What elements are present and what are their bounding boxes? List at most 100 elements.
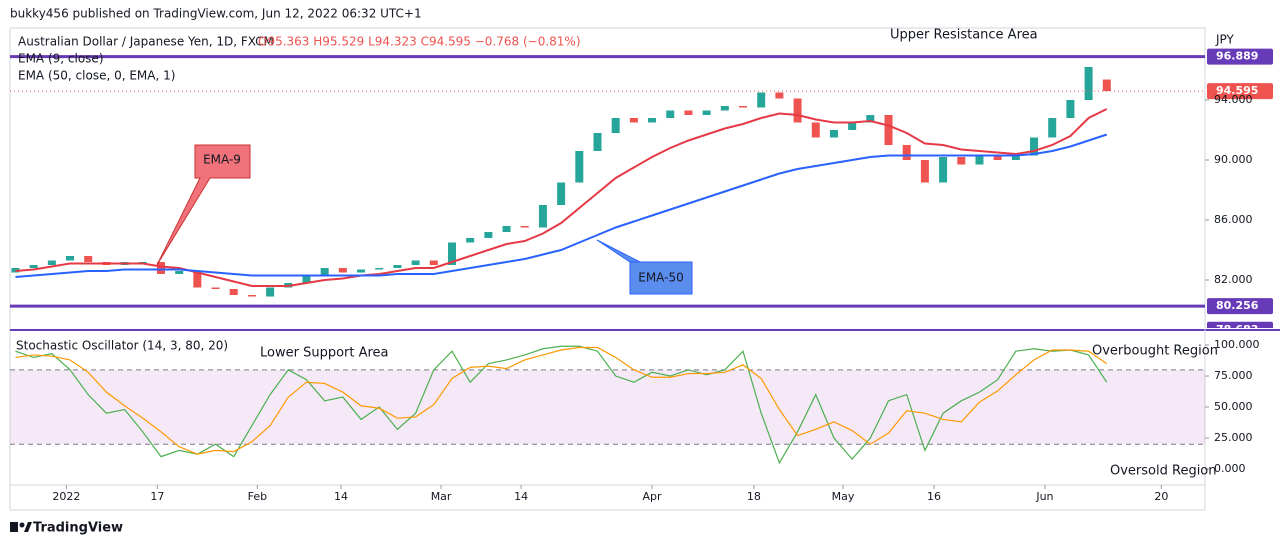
candle xyxy=(684,110,693,115)
y-tick-label: 94.000 xyxy=(1214,93,1253,106)
candle xyxy=(229,289,238,295)
candle xyxy=(648,118,657,123)
x-tick-label: Mar xyxy=(431,490,452,503)
x-tick-label: 14 xyxy=(334,490,348,503)
candle xyxy=(848,122,857,130)
osc-band xyxy=(10,369,1205,445)
candle xyxy=(829,130,838,138)
support-label: Lower Support Area xyxy=(260,346,389,361)
candle xyxy=(866,115,875,123)
candle xyxy=(1066,100,1075,118)
candle xyxy=(757,92,766,108)
overbought-label: Overbought Region xyxy=(1092,344,1218,359)
level-label-box xyxy=(1207,83,1273,100)
candle xyxy=(1084,67,1093,100)
candle xyxy=(975,155,984,165)
level-label: 94.595 xyxy=(1216,84,1258,97)
candle xyxy=(411,260,420,265)
y-tick-label: 86.000 xyxy=(1214,213,1253,226)
candle xyxy=(247,295,256,297)
level-label-box xyxy=(1207,321,1273,328)
x-tick-label: Apr xyxy=(643,490,663,503)
candle xyxy=(611,118,620,133)
osc-y-tick-label: 50.000 xyxy=(1214,400,1253,413)
candle xyxy=(884,115,893,145)
ema50-callout xyxy=(596,239,693,295)
candle xyxy=(939,157,948,183)
candle xyxy=(357,269,366,273)
ema-line xyxy=(15,108,1108,287)
candle xyxy=(502,226,511,232)
candle xyxy=(957,157,966,165)
candle xyxy=(739,106,748,108)
candle xyxy=(466,238,475,243)
candle xyxy=(429,260,438,265)
ema50-callout-text: EMA-50 xyxy=(638,271,683,285)
candle xyxy=(575,151,584,183)
candle xyxy=(484,232,493,238)
candle xyxy=(211,287,220,289)
osc-y-tick-label: 75.000 xyxy=(1214,369,1253,382)
candle xyxy=(66,256,75,261)
x-tick-label: May xyxy=(832,490,855,503)
candle xyxy=(84,256,93,262)
legend-ema50: EMA (50, close, 0, EMA, 1) xyxy=(18,69,175,83)
y-tick-label: 82.000 xyxy=(1214,273,1253,286)
candle xyxy=(375,268,384,270)
stoch-line xyxy=(15,346,1108,455)
ema9-callout-text: EMA-9 xyxy=(203,153,241,167)
level-label-box xyxy=(1207,298,1273,315)
candle xyxy=(793,98,802,123)
overlay: Australian Dollar / Japanese Yen, 1D, FX… xyxy=(10,28,1253,536)
oscillator-pane: 0.000 25.000 50.000 75.000 100.000 xyxy=(10,338,1260,475)
level-label: 78.683 xyxy=(1216,323,1258,336)
main-pane: 96.889 94.595 80.256 78.683 xyxy=(10,48,1273,336)
x-tick-label: 14 xyxy=(514,490,528,503)
candle xyxy=(557,182,566,205)
header: bukky456 published on TradingView.com, J… xyxy=(10,7,422,21)
osc-y-tick-label: 25.000 xyxy=(1214,431,1253,444)
oversold-label: Oversold Region xyxy=(1110,464,1217,479)
candle xyxy=(920,160,929,183)
candle xyxy=(702,110,711,115)
osc-y-tick-label: 0.000 xyxy=(1214,462,1246,475)
candle xyxy=(393,265,402,268)
candle xyxy=(720,106,729,111)
candle xyxy=(193,271,202,288)
candle xyxy=(993,155,1002,160)
candle xyxy=(520,226,529,228)
ema9-callout xyxy=(156,144,251,266)
x-tick-label: 20 xyxy=(1154,490,1168,503)
candle xyxy=(1102,79,1111,92)
candle xyxy=(320,268,329,276)
candle xyxy=(666,110,675,118)
symbol: Australian Dollar / Japanese Yen, 1D, FX… xyxy=(18,35,274,49)
osc-y-tick-label: 100.000 xyxy=(1214,338,1260,351)
level-label: 96.889 xyxy=(1216,50,1258,63)
candle xyxy=(629,118,638,123)
candle xyxy=(538,205,547,228)
ema-line xyxy=(15,133,1108,278)
candle xyxy=(266,287,275,297)
candle xyxy=(156,262,165,274)
currency: JPY xyxy=(1215,33,1235,47)
candle xyxy=(593,133,602,151)
candle xyxy=(175,271,184,274)
level-label-box xyxy=(1207,48,1273,65)
candle xyxy=(1030,137,1039,156)
candle xyxy=(29,265,38,268)
osc-title: Stochastic Oscillator (14, 3, 80, 20) xyxy=(16,339,228,353)
x-tick-label: 17 xyxy=(150,490,164,503)
footer: TradingView xyxy=(33,521,123,536)
candle xyxy=(1048,118,1057,138)
candle xyxy=(811,122,820,138)
resistance-label: Upper Resistance Area xyxy=(890,28,1038,43)
x-tick-label: Feb xyxy=(248,490,267,503)
legend-ema9: EMA (9, close) xyxy=(18,52,104,66)
x-tick-label: Jun xyxy=(1035,490,1053,503)
candle xyxy=(775,92,784,99)
logo xyxy=(10,522,32,532)
ohlc: O95.363 H95.529 L94.323 C94.595 −0.768 (… xyxy=(258,35,581,49)
candle xyxy=(902,145,911,160)
